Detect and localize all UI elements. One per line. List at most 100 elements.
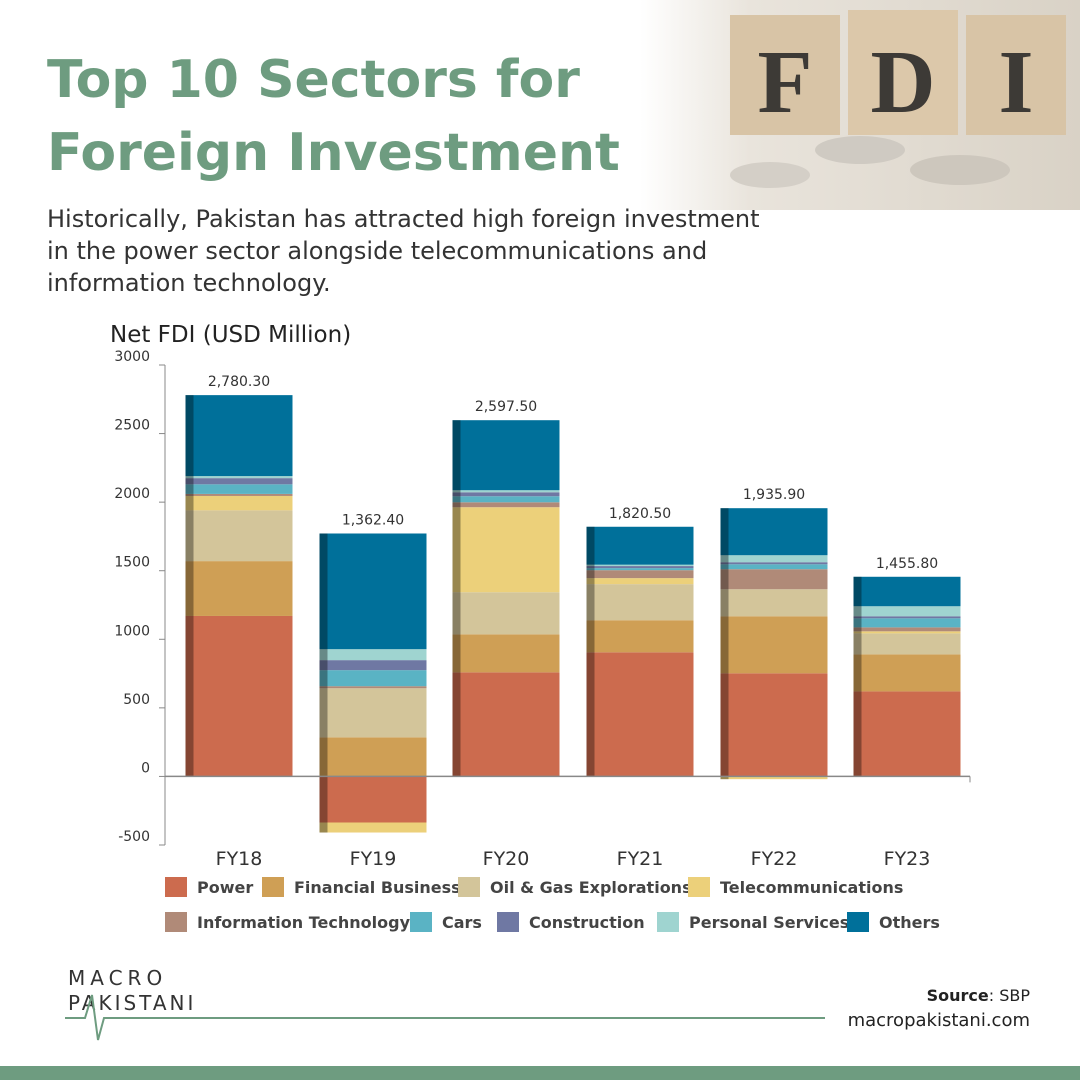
source-key: Source (927, 986, 989, 1005)
bar-segment (185, 478, 293, 485)
bar-segment (185, 495, 293, 511)
bar-segment (720, 508, 828, 556)
total-label: 1,455.80 (876, 556, 938, 572)
legend-label: Information Technology (197, 913, 411, 932)
bar-segment (319, 670, 427, 687)
legend-swatch (458, 877, 480, 897)
source: Source: SBP (927, 986, 1031, 1005)
legend-swatch (410, 912, 432, 932)
bar-shade (853, 576, 862, 777)
legend-label: Telecommunications (720, 878, 903, 897)
bar-segment (185, 476, 293, 479)
bar-segment (452, 592, 560, 635)
bar-segment (185, 395, 293, 477)
bar-segment (452, 634, 560, 673)
bar-segment (452, 492, 560, 497)
legend-swatch (688, 877, 710, 897)
legend-swatch (657, 912, 679, 932)
website: macropakistani.com (848, 1010, 1030, 1031)
legend-label: Others (879, 913, 940, 932)
legend-swatch (165, 877, 187, 897)
legend-swatch (165, 912, 187, 932)
coin (730, 162, 810, 188)
x-tick-label: FY23 (884, 848, 931, 870)
bar-segment (720, 555, 828, 563)
bar-segment (319, 737, 427, 777)
bar-segment (853, 627, 961, 632)
bar-segment (185, 561, 293, 616)
y-tick-label: 0 (141, 760, 150, 776)
legend-label: Oil & Gas Explorations (490, 878, 692, 897)
legend-swatch (847, 912, 869, 932)
bottom-band (0, 1066, 1080, 1080)
bar-segment (720, 562, 828, 565)
title: Top 10 Sectors for (47, 50, 580, 110)
subtitle: in the power sector alongside telecommun… (47, 237, 707, 265)
bar-shade (452, 420, 461, 777)
bar-segment (853, 606, 961, 617)
bar-segment (185, 510, 293, 562)
bar-segment (720, 776, 828, 780)
y-tick-label: 3000 (114, 349, 150, 365)
legend-label: Cars (442, 913, 482, 932)
image-letter: D (871, 33, 936, 132)
total-label: 2,597.50 (475, 399, 537, 415)
bar-segment (853, 633, 961, 655)
y-tick-label: 1000 (114, 623, 150, 639)
bar-segment (319, 688, 427, 738)
bar-segment (586, 526, 694, 565)
legend-label: Financial Business (294, 878, 461, 897)
bar-segment (720, 673, 828, 777)
bar-segment (853, 631, 961, 634)
bar-segment (319, 533, 427, 650)
subtitle: information technology. (47, 269, 331, 297)
bar-segment (853, 691, 961, 777)
bar-shade (185, 395, 194, 777)
x-tick-label: FY19 (350, 848, 397, 870)
bar-segment (720, 616, 828, 674)
bar-shade (319, 533, 328, 833)
y-tick-label: 1500 (114, 555, 150, 571)
total-label: 2,780.30 (208, 374, 270, 390)
bar-segment (452, 507, 560, 593)
bar-segment (586, 568, 694, 571)
image-letter: F (758, 33, 813, 132)
bar-segment (853, 576, 961, 607)
bar-segment (185, 484, 293, 494)
total-label: 1,935.90 (743, 487, 805, 503)
axis-title: Net FDI (USD Million) (110, 322, 351, 348)
bar-segment (319, 822, 427, 833)
bar-segment (720, 564, 828, 570)
block (848, 10, 958, 135)
y-tick-label: 500 (123, 692, 150, 708)
x-tick-label: FY21 (617, 848, 664, 870)
legend-label: Personal Services (689, 913, 849, 932)
bar-segment (853, 654, 961, 692)
coin (910, 155, 1010, 185)
bar-segment (452, 496, 560, 503)
bar-segment (586, 578, 694, 585)
bar-segment (452, 490, 560, 493)
logo: MACRO PAKISTANI (65, 966, 825, 1041)
bar-segment (319, 686, 427, 689)
subtitle: Historically, Pakistan has attracted hig… (47, 205, 760, 233)
bar-segment (452, 420, 560, 491)
x-tick-label: FY22 (751, 848, 798, 870)
bar-segment (586, 564, 694, 567)
bar-shade (720, 508, 729, 780)
bar-segment (319, 649, 427, 661)
y-tick-label: 2000 (114, 486, 150, 502)
legend-label: Construction (529, 913, 645, 932)
bar-segment (452, 502, 560, 508)
title: Foreign Investment (47, 123, 620, 183)
total-label: 1,362.40 (342, 512, 404, 528)
bar-segment (586, 652, 694, 777)
bar-segment (586, 566, 694, 569)
legend-swatch (262, 877, 284, 897)
logo-line (65, 994, 825, 1041)
bar-shade (586, 526, 595, 777)
logo-text: MACRO (68, 966, 167, 990)
total-label: 1,820.50 (609, 506, 671, 522)
bar-segment (720, 569, 828, 590)
